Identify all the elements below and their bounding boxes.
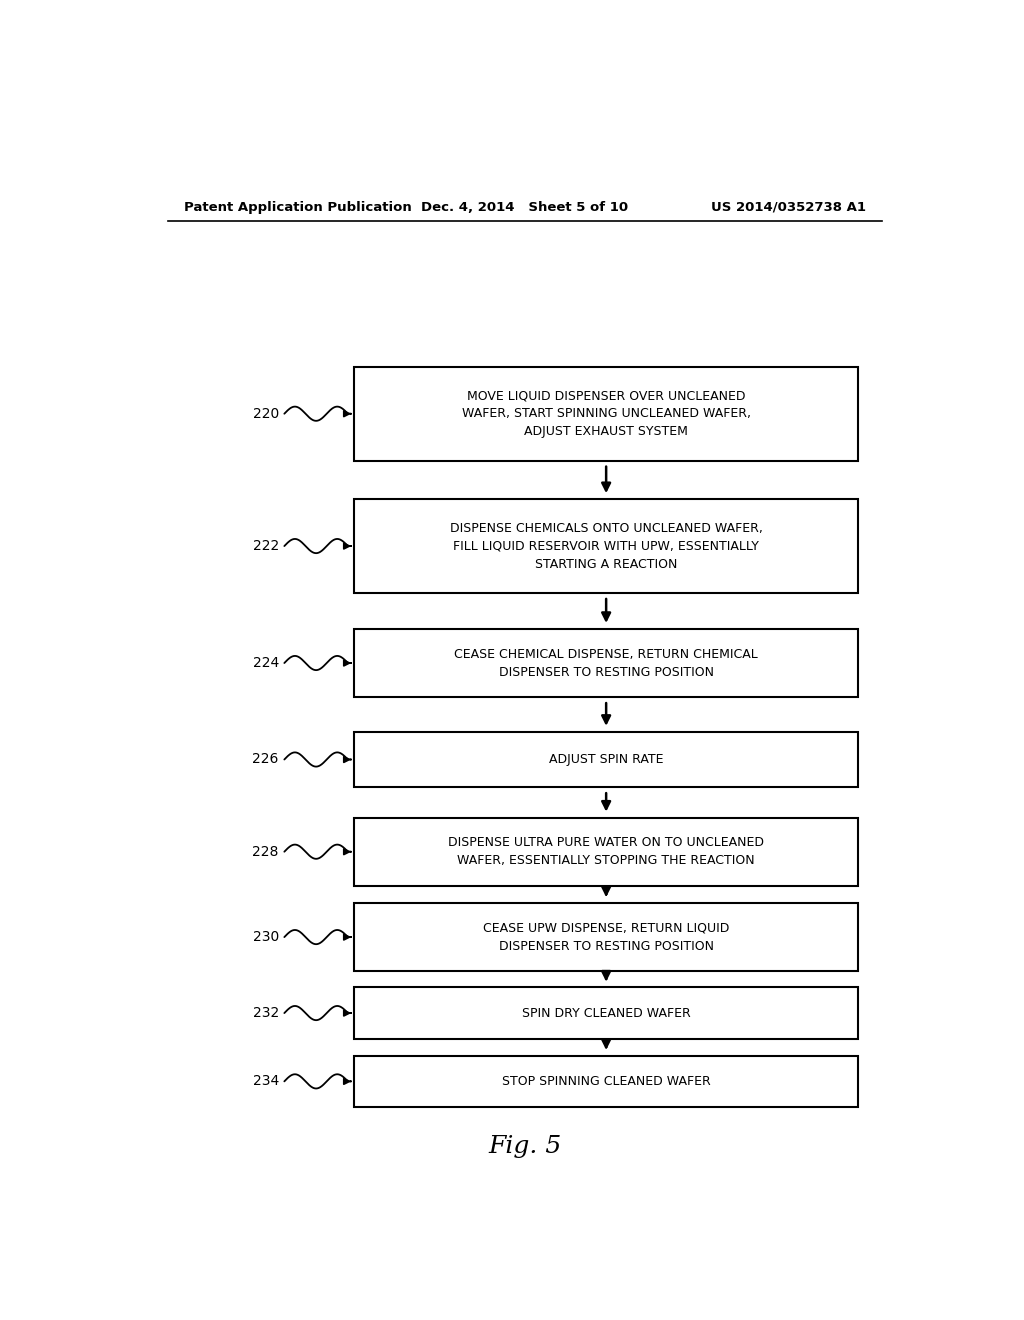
Bar <box>354 731 858 787</box>
Bar <box>354 817 858 886</box>
Text: Patent Application Publication: Patent Application Publication <box>183 201 412 214</box>
Bar <box>354 499 858 593</box>
Text: US 2014/0352738 A1: US 2014/0352738 A1 <box>711 201 866 214</box>
Text: SPIN DRY CLEANED WAFER: SPIN DRY CLEANED WAFER <box>522 1007 690 1019</box>
Text: DISPENSE CHEMICALS ONTO UNCLEANED WAFER,
FILL LIQUID RESERVOIR WITH UPW, ESSENTI: DISPENSE CHEMICALS ONTO UNCLEANED WAFER,… <box>450 521 763 570</box>
Text: CEASE CHEMICAL DISPENSE, RETURN CHEMICAL
DISPENSER TO RESTING POSITION: CEASE CHEMICAL DISPENSE, RETURN CHEMICAL… <box>455 648 758 678</box>
Text: DISPENSE ULTRA PURE WATER ON TO UNCLEANED
WAFER, ESSENTIALLY STOPPING THE REACTI: DISPENSE ULTRA PURE WATER ON TO UNCLEANE… <box>449 836 764 867</box>
Bar <box>354 903 858 972</box>
Bar <box>354 628 858 697</box>
Text: CEASE UPW DISPENSE, RETURN LIQUID
DISPENSER TO RESTING POSITION: CEASE UPW DISPENSE, RETURN LIQUID DISPEN… <box>483 921 729 953</box>
Text: 232: 232 <box>253 1006 279 1020</box>
Text: MOVE LIQUID DISPENSER OVER UNCLEANED
WAFER, START SPINNING UNCLEANED WAFER,
ADJU: MOVE LIQUID DISPENSER OVER UNCLEANED WAF… <box>462 389 751 438</box>
Text: 222: 222 <box>253 539 279 553</box>
Text: 234: 234 <box>253 1074 279 1089</box>
Text: ADJUST SPIN RATE: ADJUST SPIN RATE <box>549 752 664 766</box>
Bar <box>354 367 858 461</box>
Text: 228: 228 <box>252 845 279 859</box>
Text: 226: 226 <box>252 752 279 767</box>
Text: 224: 224 <box>253 656 279 671</box>
Text: 230: 230 <box>253 931 279 944</box>
Text: STOP SPINNING CLEANED WAFER: STOP SPINNING CLEANED WAFER <box>502 1074 711 1088</box>
Bar <box>354 987 858 1039</box>
Text: Dec. 4, 2014   Sheet 5 of 10: Dec. 4, 2014 Sheet 5 of 10 <box>421 201 629 214</box>
Text: 220: 220 <box>253 407 279 421</box>
Bar <box>354 1056 858 1107</box>
Text: Fig. 5: Fig. 5 <box>488 1135 561 1158</box>
